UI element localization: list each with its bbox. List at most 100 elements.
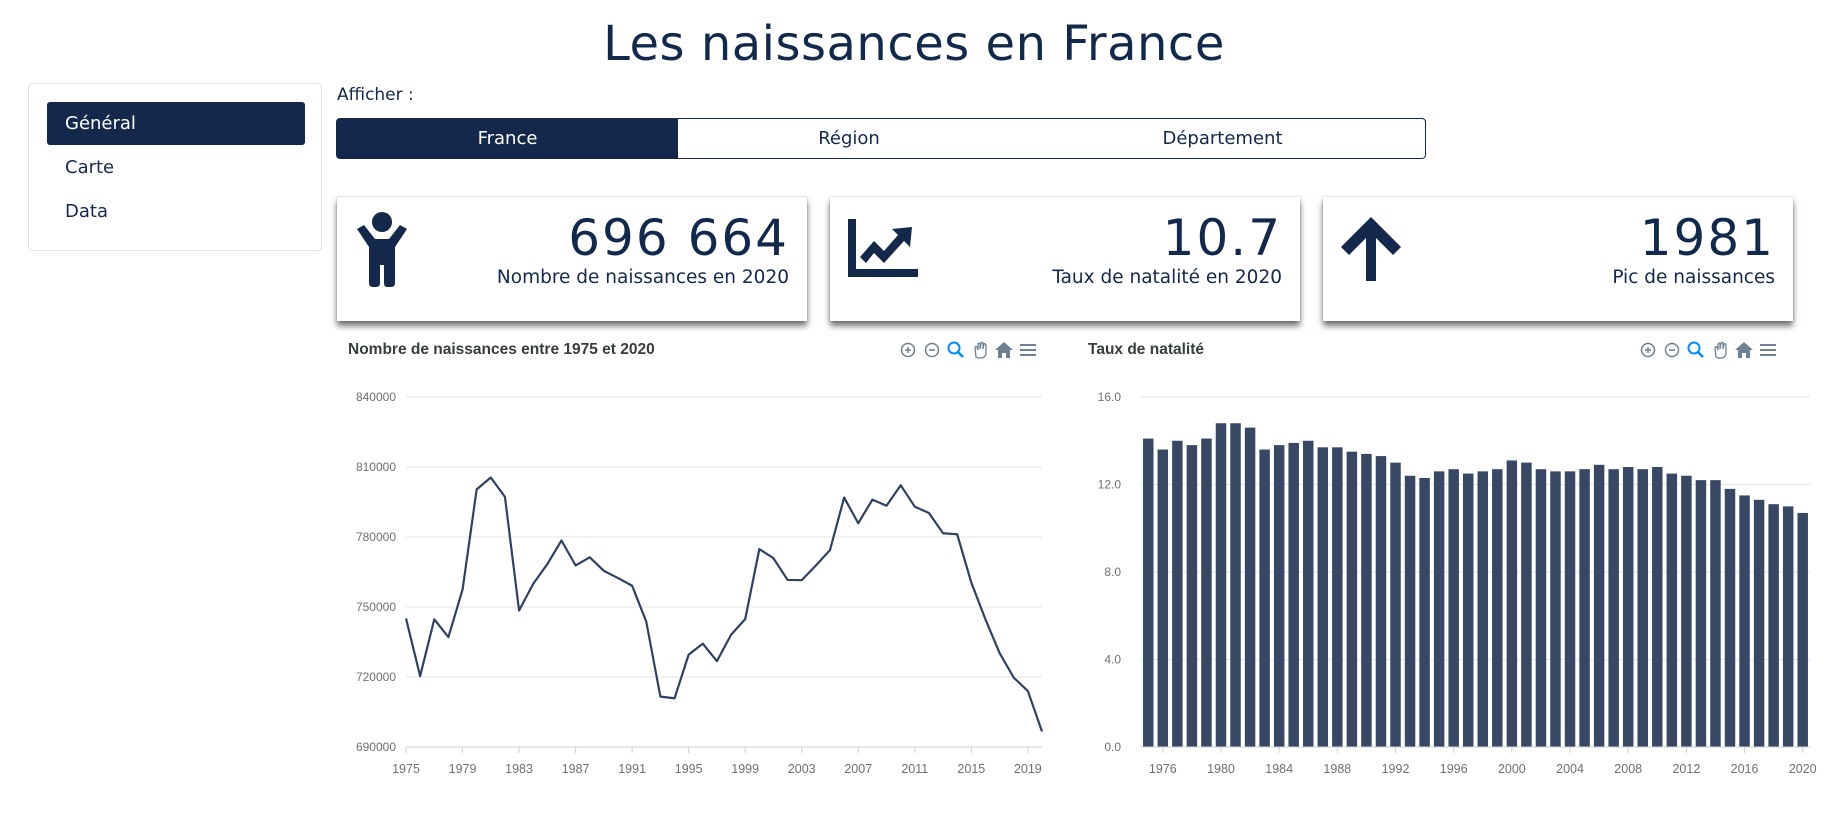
- bar: [1477, 471, 1489, 747]
- bar: [1317, 447, 1329, 747]
- sidebar-item-data[interactable]: Data: [65, 201, 108, 222]
- reset-home-icon[interactable]: [994, 340, 1014, 360]
- bar: [1564, 471, 1576, 747]
- bar: [1739, 495, 1750, 747]
- bar: [1608, 469, 1619, 747]
- sidebar-item-carte[interactable]: Carte: [65, 157, 115, 178]
- bar: [1259, 449, 1270, 747]
- x-tick-label: 2019: [1014, 762, 1042, 776]
- x-tick-label: 2008: [1614, 762, 1642, 776]
- y-tick-label: 0.0: [1104, 740, 1121, 754]
- bar: [1521, 462, 1532, 747]
- bar: [1390, 462, 1401, 747]
- bar: [1419, 477, 1430, 747]
- bar: [1593, 464, 1605, 747]
- kpi-births-label: Nombre de naissances en 2020: [496, 267, 789, 288]
- x-tick-label: 1999: [731, 762, 759, 776]
- bar: [1375, 456, 1387, 747]
- bar: [1666, 473, 1678, 747]
- bar: [1710, 480, 1721, 747]
- y-tick-label: 780000: [356, 530, 396, 544]
- bar: [1230, 423, 1241, 747]
- x-tick-label: 2020: [1789, 762, 1817, 776]
- x-tick-label: 2016: [1731, 762, 1759, 776]
- kpi-peak-label: Pic de naissances: [1612, 267, 1775, 288]
- bar: [1550, 471, 1561, 747]
- x-tick-label: 2003: [788, 762, 816, 776]
- menu-icon[interactable]: [1758, 340, 1778, 360]
- reset-home-icon[interactable]: [1734, 340, 1754, 360]
- bar: [1782, 506, 1794, 747]
- bar: [1433, 471, 1445, 747]
- births-series-line: [404, 476, 1044, 732]
- bar: [1535, 469, 1547, 747]
- filter-option-departement[interactable]: Département: [1020, 118, 1426, 159]
- bar: [1143, 438, 1154, 747]
- menu-icon[interactable]: [1018, 340, 1038, 360]
- bar: [1797, 512, 1808, 747]
- y-tick-label: 8.0: [1104, 565, 1121, 579]
- sidebar-nav: Général Carte Data: [28, 83, 322, 251]
- arrow-up-icon: [1339, 215, 1403, 287]
- pan-hand-icon[interactable]: [970, 340, 990, 360]
- zoom-in-icon[interactable]: [1638, 340, 1658, 360]
- bar: [1346, 451, 1358, 747]
- zoom-selection-icon[interactable]: [1686, 340, 1706, 360]
- x-tick-label: 2011: [901, 762, 928, 776]
- chart-births-line: 690000 720000 750000 780000 810000 840000 1975…: [356, 390, 1044, 776]
- x-tick-label: 1992: [1382, 762, 1410, 776]
- x-tick-label: 1983: [505, 762, 533, 776]
- filter-option-region[interactable]: Région: [678, 118, 1021, 159]
- x-tick-label: 2015: [957, 762, 985, 776]
- chart-birth-rate-bars: 0.0 4.0 8.0 12.0 16.0 1976 1980 1984 1988 1992 199…: [1098, 390, 1817, 776]
- x-tick-label: 2007: [844, 762, 872, 776]
- kpi-birth-rate-value: 10.7: [1162, 209, 1282, 267]
- bar: [1215, 423, 1227, 747]
- zoom-out-icon[interactable]: [922, 340, 942, 360]
- bar: [1492, 469, 1503, 747]
- pan-hand-icon[interactable]: [1710, 340, 1730, 360]
- chart-line-icon: [846, 217, 920, 283]
- zoom-out-icon[interactable]: [1662, 340, 1682, 360]
- bar: [1157, 449, 1169, 747]
- chart-birth-rate-title: Taux de natalité: [1088, 341, 1204, 358]
- bar: [1404, 475, 1416, 747]
- filter-label: Afficher :: [337, 85, 414, 105]
- x-tick-label: 1980: [1207, 762, 1235, 776]
- x-tick-label: 1976: [1149, 762, 1177, 776]
- zoom-in-icon[interactable]: [898, 340, 918, 360]
- bar: [1753, 499, 1765, 747]
- bar: [1768, 504, 1779, 747]
- x-tick-label: 1995: [675, 762, 703, 776]
- bar: [1506, 460, 1518, 747]
- bar: [1681, 475, 1692, 747]
- kpi-birth-rate-label: Taux de natalité en 2020: [1052, 267, 1282, 288]
- bar: [1244, 427, 1256, 747]
- zoom-selection-icon[interactable]: [946, 340, 966, 360]
- bar: [1303, 440, 1314, 747]
- filter-option-france[interactable]: France: [336, 118, 679, 159]
- bar: [1201, 438, 1212, 747]
- x-tick-label: 1988: [1323, 762, 1351, 776]
- bar: [1288, 442, 1299, 747]
- x-tick-label: 2012: [1672, 762, 1700, 776]
- bar: [1448, 469, 1459, 747]
- bar: [1637, 469, 1648, 747]
- x-tick-label: 1991: [618, 762, 646, 776]
- y-tick-label: 750000: [356, 600, 396, 614]
- bar: [1273, 445, 1285, 747]
- chart-births-title: Nombre de naissances entre 1975 et 2020: [348, 341, 655, 358]
- bar: [1622, 467, 1634, 747]
- bar: [1361, 453, 1372, 747]
- bar: [1186, 445, 1198, 747]
- bar: [1652, 467, 1663, 747]
- kpi-card-peak: 1981 Pic de naissances: [1323, 197, 1793, 321]
- y-tick-label: 4.0: [1104, 653, 1121, 667]
- sidebar-item-general[interactable]: Général: [47, 102, 305, 145]
- y-tick-label: 720000: [356, 670, 396, 684]
- bar: [1724, 488, 1736, 747]
- kpi-card-births: 696 664 Nombre de naissances en 2020: [337, 197, 807, 321]
- x-tick-label: 2000: [1498, 762, 1526, 776]
- kpi-peak-value: 1981: [1639, 209, 1775, 267]
- bar: [1172, 440, 1183, 747]
